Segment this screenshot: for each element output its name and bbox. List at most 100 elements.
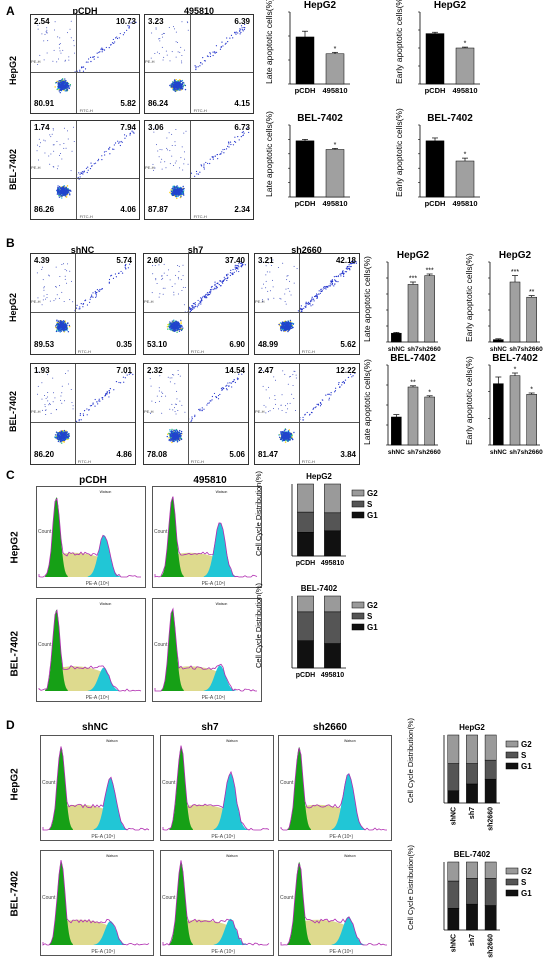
quadrant-upper-right-value: 6.73 — [234, 123, 250, 132]
bar — [425, 33, 445, 85]
legend-label: G2 — [367, 601, 378, 610]
cell-cycle-histogram: Watson PE-A (10⁵) Count — [278, 735, 392, 841]
a-col-title-495810: 495810 — [183, 6, 215, 16]
chart-y-axis-label: Late apoptotic cells(%) — [264, 111, 274, 197]
flow-dot-cloud — [151, 262, 246, 333]
x-tick-label: sh2660 — [488, 807, 495, 831]
quadrant-gate-horizontal — [255, 422, 359, 423]
legend-label: G2 — [521, 740, 532, 749]
significance-marker: ** — [529, 289, 535, 296]
x-tick-label: pCDH — [296, 672, 315, 679]
flow-dot-cloud — [36, 126, 135, 199]
cell-cycle-histogram: Watson PE-A (10⁵) Count — [40, 850, 154, 956]
flow-cytometry-plot: 1.93 7.01 86.20 4.86 FITC-H PE-H — [30, 363, 136, 465]
quadrant-gate-horizontal — [145, 71, 253, 73]
bar — [407, 386, 419, 446]
flow-dot-cloud — [261, 259, 357, 333]
x-tick-label: 495810 — [322, 86, 347, 95]
flow-dot-cloud — [37, 370, 134, 444]
x-tick-label: pCDH — [425, 199, 446, 208]
watson-fit-header: Watson — [105, 739, 118, 743]
legend-label: S — [521, 878, 527, 887]
histogram-y-axis-label: Count — [280, 779, 294, 786]
quadrant-gate-horizontal — [31, 312, 135, 313]
quadrant-gate-vertical — [190, 15, 192, 113]
quadrant-gate-horizontal — [31, 177, 139, 179]
bar — [455, 160, 475, 198]
quadrant-gate-horizontal — [31, 71, 139, 73]
legend-swatch — [351, 489, 365, 497]
flow-y-axis-label: PE-H — [255, 299, 265, 304]
d-col-title-sh2660: sh2660 — [313, 722, 347, 733]
bar-chart-a-hep-late: HepG2 Late apoptotic cells(%) pCDH * 495810 — [264, 0, 350, 95]
cell-cycle-histogram: Watson PE-A (10⁵) Count — [40, 735, 154, 841]
panel-a-letter: A — [6, 4, 15, 18]
x-tick-label: shNC — [388, 449, 405, 456]
chart-svg: pCDH * 495810 — [418, 11, 480, 95]
histogram-y-axis-label: Count — [42, 779, 56, 786]
chart-y-axis-label: Early apoptotic cells(%) — [394, 108, 404, 197]
legend-label: G1 — [367, 511, 378, 520]
quadrant-gate-horizontal — [145, 177, 253, 179]
histogram-x-axis-label: PE-A (10⁵) — [85, 581, 110, 587]
bar-chart-b-bel-late: BEL-7402 Late apoptotic cells(%) shNC ** sh7… — [362, 353, 441, 456]
stacked-bar-segment — [324, 643, 341, 669]
quadrant-gate-vertical — [298, 364, 300, 464]
chart-svg: shNC sh7 sh2660 G2 S G1 — [443, 861, 532, 958]
histogram-x-axis-label: PE-A (10⁵) — [91, 949, 116, 955]
bar — [493, 339, 504, 343]
histogram-curves — [42, 746, 150, 831]
chart-title: BEL-7402 — [492, 353, 538, 364]
stacked-bar-segment — [447, 907, 460, 931]
legend-swatch — [505, 740, 519, 748]
watson-fit-header: Watson — [225, 739, 238, 743]
histogram-x-axis-label: PE-A (10⁵) — [329, 834, 354, 840]
chart-y-axis-label: Early apoptotic cells(%) — [464, 356, 474, 445]
histogram-y-axis-label: Count — [42, 894, 56, 901]
histogram-curves — [154, 607, 257, 692]
stacked-bar-segment — [447, 763, 460, 792]
flow-cytometry-plot: 3.21 42.18 48.99 5.62 FITC-H PE-H — [254, 253, 360, 355]
chart-svg: pCDH * 495810 — [288, 11, 350, 95]
quadrant-lower-left-value: 86.24 — [148, 99, 169, 108]
significance-marker: *** — [511, 269, 519, 276]
quadrant-upper-right-value: 6.39 — [234, 17, 250, 26]
significance-marker: *** — [426, 268, 434, 275]
quadrant-gate-vertical — [190, 121, 192, 219]
bar — [295, 140, 315, 198]
chart-title: HepG2 — [303, 0, 337, 11]
legend-label: S — [367, 612, 373, 621]
flow-cytometry-plot: 2.60 37.40 53.10 6.90 FITC-H PE-H — [143, 253, 249, 355]
significance-marker: * — [464, 152, 467, 159]
quadrant-upper-right-value: 12.22 — [335, 366, 356, 375]
panel-c-letter: C — [6, 468, 15, 482]
stacked-bar-segment — [466, 763, 478, 785]
bar-chart-a-hep-early: HepG2 Early apoptotic cells(%) pCDH * 495810 — [394, 0, 480, 95]
histogram-y-axis-label: Count — [154, 529, 168, 535]
watson-fit-header: Watson — [343, 854, 356, 858]
cell-cycle-histogram: Watson PE-A (10⁵) Count — [36, 486, 146, 588]
chart-y-axis-label: Cell Cycle Distribution(%) — [254, 470, 263, 556]
x-tick-label: pCDH — [295, 86, 316, 95]
quadrant-lower-right-value: 5.06 — [229, 450, 245, 459]
flow-x-axis-label: FITC-H — [301, 459, 315, 464]
bar — [526, 394, 537, 446]
chart-svg: pCDH * 495810 — [418, 124, 480, 208]
stacked-bar-segment — [466, 878, 478, 905]
x-tick-label: sh2660 — [419, 346, 441, 353]
chart-svg: shNC *** sh7 ** sh2660 — [488, 261, 543, 353]
bar — [526, 296, 537, 343]
flow-y-axis-label: PE-H — [31, 59, 41, 65]
stacked-bar-segment — [466, 734, 478, 764]
b-row-label-bel7402: BEL-7402 — [8, 390, 18, 432]
bar-chart-b-bel-early: BEL-7402 Early apoptotic cells(%) shNC * sh7… — [464, 353, 543, 456]
c-col-title-495810: 495810 — [193, 475, 227, 486]
legend-label: G1 — [521, 762, 532, 771]
chart-svg: pCDH 495810 G2 S G1 — [291, 595, 378, 679]
flow-dot-cloud — [149, 370, 245, 444]
c-row-label-bel7402: BEL-7402 — [9, 630, 21, 677]
d-col-title-sh7: sh7 — [201, 722, 219, 733]
quadrant-upper-left-value: 1.74 — [34, 123, 50, 132]
quadrant-gate-vertical — [74, 364, 76, 464]
bar — [391, 416, 402, 446]
